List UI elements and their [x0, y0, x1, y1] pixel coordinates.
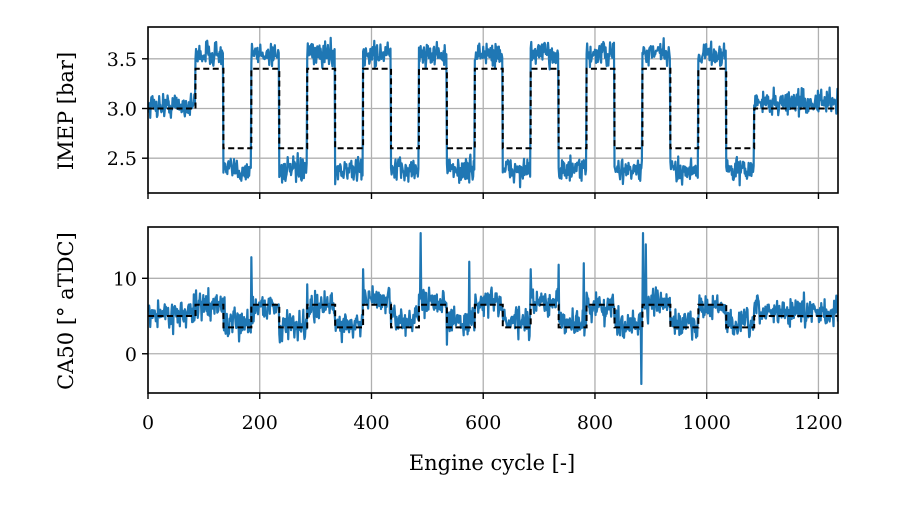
measured-series-line	[148, 231, 838, 386]
y-tick-label: 3.0	[107, 99, 137, 121]
y-tick-label: 2.5	[107, 148, 137, 170]
measured-series-line	[148, 36, 838, 189]
x-tick-label: 800	[577, 412, 613, 434]
imep-panel: 2.5 3.0 3.5	[107, 26, 839, 199]
axes-frame	[147, 26, 839, 194]
y-tick-label: 10	[113, 268, 137, 290]
x-tick-label: 600	[465, 412, 501, 434]
y-tick-label: 3.5	[107, 49, 137, 71]
x-tick-label: 1000	[683, 412, 731, 434]
y-tick-label: 0	[125, 344, 137, 366]
reference-series-line	[148, 303, 838, 329]
x-tick-label: 200	[242, 412, 278, 434]
ca50-ylabel: CA50 [° aTDC]	[54, 232, 78, 390]
axes-frame	[147, 226, 839, 394]
imep-ylabel: IMEP [bar]	[54, 52, 78, 170]
x-axis-label: Engine cycle [-]	[409, 451, 575, 475]
reference-series-line	[148, 67, 838, 150]
x-tick-label: 400	[353, 412, 389, 434]
x-tick-label: 1200	[794, 412, 842, 434]
x-tick-label: 0	[142, 412, 154, 434]
